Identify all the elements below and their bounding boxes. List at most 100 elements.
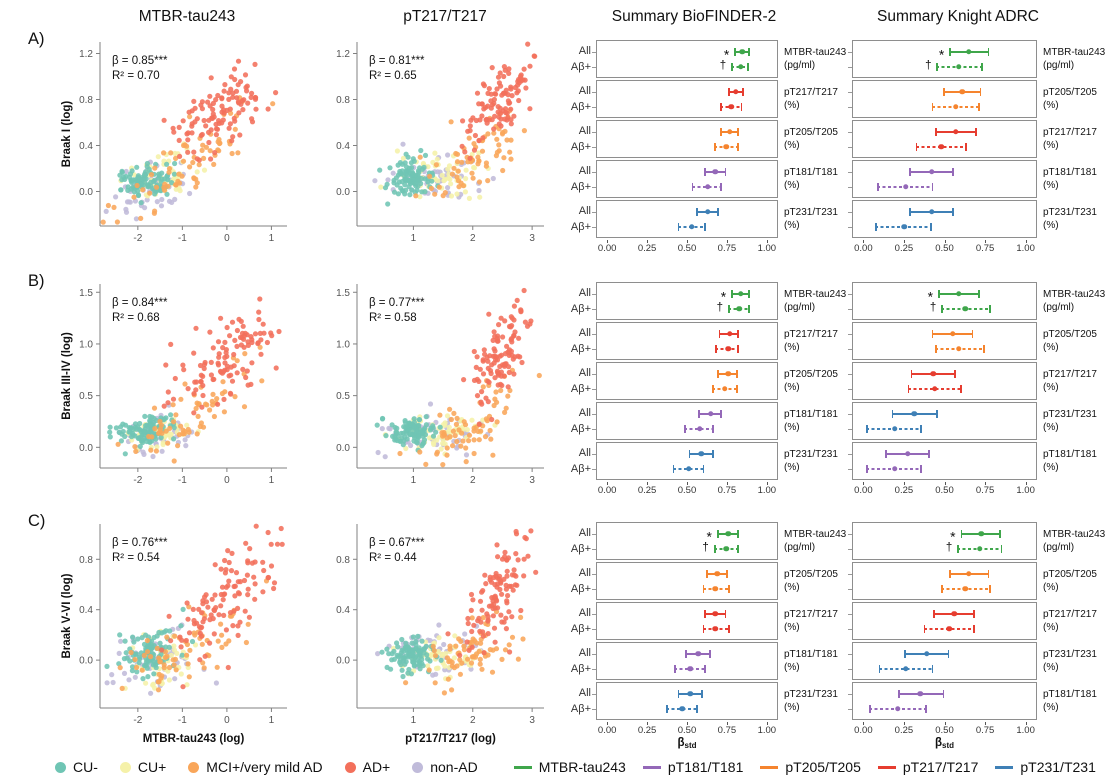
data-point [186,109,192,115]
ci-cap [974,127,977,136]
data-point [123,168,129,175]
biomarker-unit: (%) [1043,622,1059,633]
data-point [425,164,431,170]
data-point [497,586,503,593]
data-point [140,676,146,682]
data-point [486,311,492,317]
scatter-points [107,296,282,464]
data-point [433,162,439,168]
forest-panel-mtbr-tau243: * † [592,40,778,78]
data-point [155,679,161,685]
data-point [200,424,207,430]
axis-tick-label: 0.50 [935,243,954,254]
data-point [265,529,271,536]
data-point [432,150,438,156]
data-point [397,659,403,665]
data-point [228,391,234,397]
ci-cap [960,384,963,393]
data-point [167,628,173,634]
data-point [422,189,428,195]
data-point [471,437,477,443]
data-point [417,194,423,200]
data-point [153,184,160,190]
ci-cap [957,544,960,553]
x-tick-label: 3 [529,233,535,244]
data-point [130,426,136,432]
axis-tick-label: 1.00 [1016,243,1035,254]
data-point [179,173,185,179]
data-point [211,413,217,420]
data-point [222,389,228,395]
data-point [171,643,177,649]
data-point [402,191,408,197]
forest-panel-pt181-t181 [592,642,778,680]
biomarker-label: pT181/T181 (%) [1037,160,1105,198]
group-label: Aβ+ [570,703,591,716]
point-estimate [733,89,739,95]
data-point [521,556,527,562]
data-point [416,662,422,669]
axis-tick-label: 0.00 [597,485,617,496]
data-point [156,171,162,177]
data-point [189,638,196,645]
data-point [215,401,221,407]
data-point [200,598,206,604]
panel-row-tick [848,308,852,310]
ci-cap [748,47,751,56]
data-point [464,427,470,433]
data-point [208,127,214,133]
legend-item-mci: MCI+/very mild AD [188,759,323,775]
ci-cap [941,584,943,593]
data-point [399,636,405,643]
data-point [452,633,458,639]
y-tick-label: 0.5 [79,391,93,402]
data-point [513,573,519,579]
data-point [442,663,448,669]
data-point [438,446,444,452]
axis-tick [647,722,649,725]
data-point [510,356,516,362]
data-point [495,338,501,344]
legend-label: pT231/T231 [1020,759,1096,775]
data-point [485,631,491,637]
data-point [120,421,126,427]
ci-cap [954,369,956,378]
data-point [521,573,527,579]
forest-panels: * † 0.00 0.25 0.50 0.75 1.00 [592,282,778,497]
biomarker-label: pT231/T231 (%) [778,682,846,720]
ci-cap [934,127,937,136]
data-point [274,541,281,547]
ci-cap [989,584,992,593]
panel-row-tick [592,588,596,590]
data-point [502,647,509,653]
y-axis-title: Braak I (log) [61,101,73,168]
data-point [221,396,227,402]
forest-panel-pt217-t217 [592,322,778,360]
ci-cap [713,142,716,151]
data-point [245,560,251,566]
data-point [245,621,251,627]
data-point [171,436,177,442]
ci-cap [712,449,714,458]
data-point [492,375,498,381]
data-point [191,98,197,104]
point-estimate [928,209,935,215]
axis-tick-label: 0.25 [894,485,914,496]
data-point [107,424,113,430]
data-point [475,154,481,160]
group-label: All [578,125,591,138]
data-point [166,198,173,204]
data-point [191,350,197,356]
data-point [205,99,211,105]
data-point [150,681,156,687]
data-point [143,680,149,686]
group-label-cell: All Aβ+ [560,402,596,440]
data-point [436,622,442,628]
biomarker-name: pT181/T181 [1043,449,1097,460]
panel-row-tick [592,708,596,710]
data-point [171,176,177,182]
data-point [232,394,238,400]
data-point [445,166,451,172]
data-point [176,124,182,130]
data-point [161,665,167,671]
